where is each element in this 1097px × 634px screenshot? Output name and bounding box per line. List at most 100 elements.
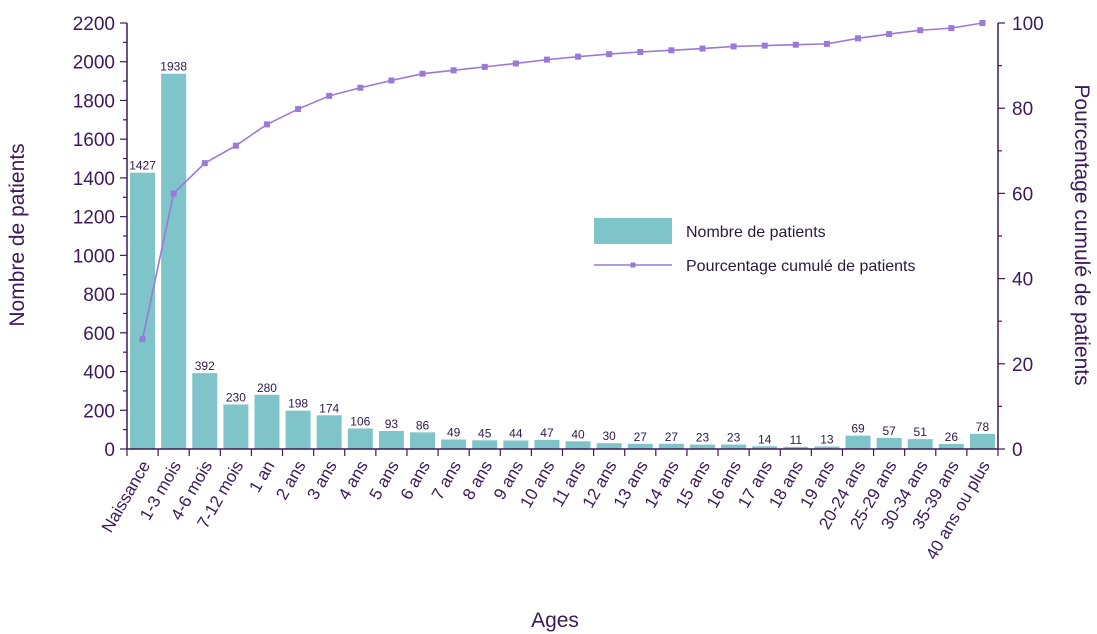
y2-tick-label: 100 <box>1012 14 1044 35</box>
y-tick-label: 0 <box>104 440 115 461</box>
bar <box>254 394 280 449</box>
line-marker <box>263 121 270 128</box>
bar-value-label: 280 <box>257 381 277 395</box>
y-tick-label: 1200 <box>73 208 115 229</box>
bar-value-label: 23 <box>727 431 741 445</box>
y-tick-label: 800 <box>83 285 115 306</box>
y2-axis-ticks: 0 20 40 60 80 100 <box>998 14 1044 461</box>
bar <box>347 428 373 449</box>
bar <box>192 373 218 449</box>
bar-value-label: 26 <box>945 430 959 444</box>
bar-value-label: 13 <box>820 432 834 446</box>
bar <box>534 439 560 449</box>
bar <box>938 443 964 449</box>
bar-value-label: 1427 <box>129 159 156 173</box>
line-marker <box>357 84 364 91</box>
bar-value-label: 45 <box>478 426 492 440</box>
x-tick-label: 5 ans <box>366 458 403 504</box>
legend-label-line: Pourcentage cumulé de patients <box>686 258 915 275</box>
bar-series <box>130 73 995 449</box>
line-marker <box>450 67 457 74</box>
y-tick-label: 1000 <box>73 246 115 267</box>
y-tick-label: 2200 <box>73 14 115 35</box>
line-marker <box>917 27 924 34</box>
bar <box>627 443 653 449</box>
bar-value-label: 198 <box>288 397 308 411</box>
legend-line-marker <box>630 262 636 268</box>
x-axis-title: Ages <box>531 609 579 632</box>
y-tick-label: 1800 <box>73 91 115 112</box>
bar-value-label: 27 <box>634 430 648 444</box>
line-marker <box>730 43 737 50</box>
x-tick-label: 8 ans <box>459 458 496 504</box>
bar <box>752 446 778 449</box>
bar <box>378 430 404 449</box>
y2-axis-title: Pourcentage cumulé de patients <box>1070 84 1093 385</box>
bar-value-label: 40 <box>571 427 585 441</box>
y2-tick-label: 20 <box>1012 355 1033 376</box>
bar <box>410 432 436 449</box>
bar <box>783 446 809 449</box>
bar-value-label: 57 <box>882 424 896 438</box>
bar <box>845 435 871 449</box>
bar-value-label: 51 <box>914 425 928 439</box>
bar <box>814 446 840 449</box>
line-marker <box>295 106 302 113</box>
y-tick-label: 400 <box>83 363 115 384</box>
bar-value-label: 174 <box>319 401 339 415</box>
bar-value-label: 392 <box>195 359 215 373</box>
bar-value-label: 69 <box>851 422 865 436</box>
y2-tick-label: 40 <box>1012 270 1033 291</box>
x-tick-label: 2 ans <box>272 458 309 504</box>
line-marker <box>606 51 613 58</box>
bar-value-label: 49 <box>447 426 461 440</box>
line-marker <box>481 63 488 70</box>
line-marker <box>575 53 582 60</box>
cumulative-line <box>141 22 983 340</box>
line-marker <box>326 92 333 99</box>
line-marker <box>979 20 986 26</box>
line-marker <box>699 45 706 52</box>
x-tick-label: 6 ans <box>397 458 434 504</box>
bar <box>223 404 249 449</box>
bar <box>441 439 467 449</box>
line-marker <box>855 35 862 42</box>
line-marker <box>232 142 239 149</box>
x-tick-label: 3 ans <box>303 458 340 504</box>
y-tick-label: 1600 <box>73 130 115 151</box>
line-marker <box>170 190 177 197</box>
bar <box>565 441 591 449</box>
y-tick-label: 2000 <box>73 53 115 74</box>
line-marker <box>637 48 644 55</box>
y2-tick-label: 60 <box>1012 184 1033 205</box>
bar-value-label: 27 <box>665 430 679 444</box>
cumulative-line-series <box>139 20 986 343</box>
bar <box>689 444 715 449</box>
bar-value-label: 30 <box>602 429 616 443</box>
line-marker <box>761 42 768 49</box>
y2-tick-label: 80 <box>1012 99 1033 120</box>
line-marker <box>668 47 675 54</box>
line-marker <box>512 60 519 67</box>
bar-value-label: 44 <box>509 426 523 440</box>
line-marker <box>419 70 426 77</box>
bar-value-label: 1938 <box>160 60 187 74</box>
bar-value-label: 14 <box>758 432 772 446</box>
y2-tick-label: 0 <box>1012 440 1023 461</box>
bar <box>721 444 747 449</box>
y-axis-ticks: 0 200 400 600 800 1000 1200 1400 1600 1800 2000 220… <box>73 14 127 461</box>
bar <box>472 440 498 449</box>
bar <box>658 443 684 449</box>
legend-bar-swatch <box>594 218 672 244</box>
bar-value-label: 47 <box>540 426 554 440</box>
bar <box>969 433 995 449</box>
y-tick-label: 600 <box>83 324 115 345</box>
bar-value-label: 11 <box>790 433 803 447</box>
bar <box>130 172 156 449</box>
line-marker <box>201 160 208 167</box>
bar <box>503 440 529 449</box>
bar-value-label: 106 <box>350 414 370 428</box>
bar-value-label: 93 <box>385 417 399 431</box>
